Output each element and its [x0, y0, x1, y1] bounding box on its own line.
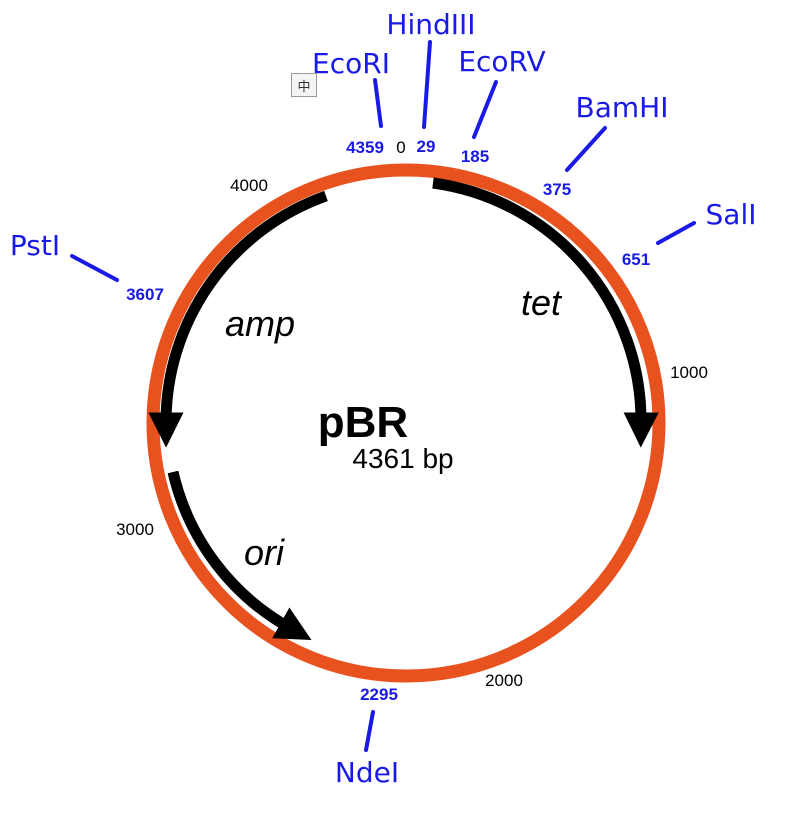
scale-tick-1000: 1000	[670, 363, 708, 382]
ecori-label: EcoRI	[312, 47, 390, 80]
ori-gene-label: ori	[244, 532, 285, 573]
hindiii-leader-line	[422, 40, 432, 129]
hindiii-label: HindIII	[386, 8, 475, 41]
scale-tick-0: 0	[396, 138, 405, 157]
sali-label: SalI	[706, 198, 757, 231]
scale-tick-3000: 3000	[116, 520, 154, 539]
sali-position: 651	[622, 250, 650, 269]
hindiii-position: 29	[417, 137, 436, 156]
ori-gene-arrow	[167, 470, 312, 641]
bamhi-label: BamHI	[576, 91, 669, 124]
ndei-leader-line	[364, 710, 375, 752]
sali-leader-line	[656, 221, 696, 245]
psti-position: 3607	[126, 285, 164, 304]
ecorv-leader-line	[472, 80, 498, 139]
ime-chinese-icon[interactable]: 中	[291, 73, 317, 97]
amp-gene-arrow	[148, 190, 328, 448]
tet-gene-arrow	[432, 177, 659, 448]
scale-tick-2000: 2000	[485, 671, 523, 690]
bamhi-leader-line	[565, 126, 607, 172]
ecori-position: 4359	[346, 138, 384, 157]
plasmid-name: pBR	[318, 398, 408, 447]
ecorv-label: EcoRV	[458, 45, 545, 78]
bamhi-position: 375	[543, 180, 571, 199]
plasmid-size: 4361 bp	[352, 443, 453, 474]
psti-label: PstI	[10, 229, 60, 262]
ecorv-position: 185	[461, 147, 489, 166]
ndei-position: 2295	[360, 685, 398, 704]
scale-tick-4000: 4000	[230, 176, 268, 195]
ndei-label: NdeI	[335, 756, 399, 789]
psti-leader-line	[70, 254, 119, 282]
ime-glyph: 中	[297, 79, 311, 95]
amp-gene-label: amp	[225, 303, 295, 344]
tet-gene-label: tet	[521, 282, 563, 323]
ecori-leader-line	[373, 78, 383, 128]
